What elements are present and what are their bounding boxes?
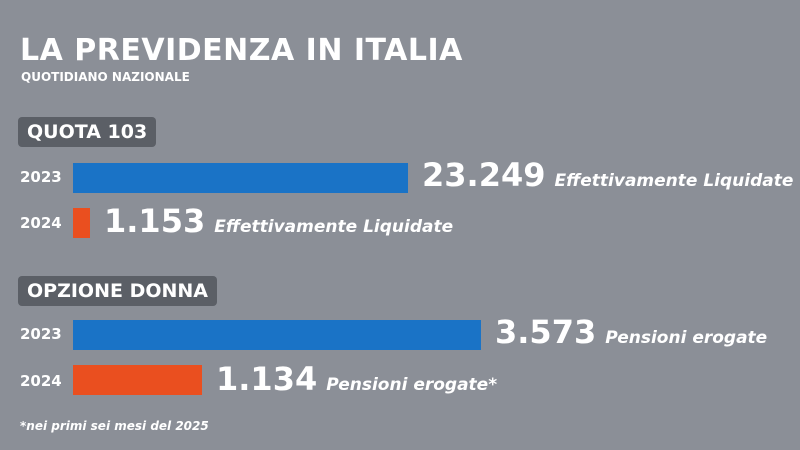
bar <box>73 365 202 395</box>
value-label: 23.249 Effettivamente Liquidate <box>422 158 793 192</box>
value-annotation: Effettivamente Liquidate <box>554 171 794 191</box>
bar <box>73 208 90 238</box>
chart-title: LA PREVIDENZA IN ITALIA <box>20 33 463 68</box>
year-label: 2024 <box>20 214 62 232</box>
year-label: 2023 <box>20 168 62 186</box>
chart-subtitle: QUOTIDIANO NAZIONALE <box>21 70 190 84</box>
value-annotation: Pensioni erogate <box>605 328 768 348</box>
value-label: 1.153 Effettivamente Liquidate <box>104 204 453 238</box>
year-label: 2024 <box>20 372 62 390</box>
section-label-opzione-donna: OPZIONE DONNA <box>18 276 218 306</box>
section-label-quota-103: QUOTA 103 <box>18 117 157 147</box>
value-number: 1.153 <box>104 202 206 240</box>
bar <box>73 320 481 350</box>
value-number: 1.134 <box>216 360 318 398</box>
value-annotation: Pensioni erogate* <box>326 375 498 395</box>
value-number: 23.249 <box>422 156 546 194</box>
footnote: *nei primi sei mesi del 2025 <box>20 419 209 433</box>
value-number: 3.573 <box>495 313 597 351</box>
bar <box>73 163 408 193</box>
value-label: 1.134 Pensioni erogate* <box>216 362 497 396</box>
year-label: 2023 <box>20 325 62 343</box>
value-annotation: Effettivamente Liquidate <box>214 217 454 237</box>
value-label: 3.573 Pensioni erogate <box>495 315 767 349</box>
